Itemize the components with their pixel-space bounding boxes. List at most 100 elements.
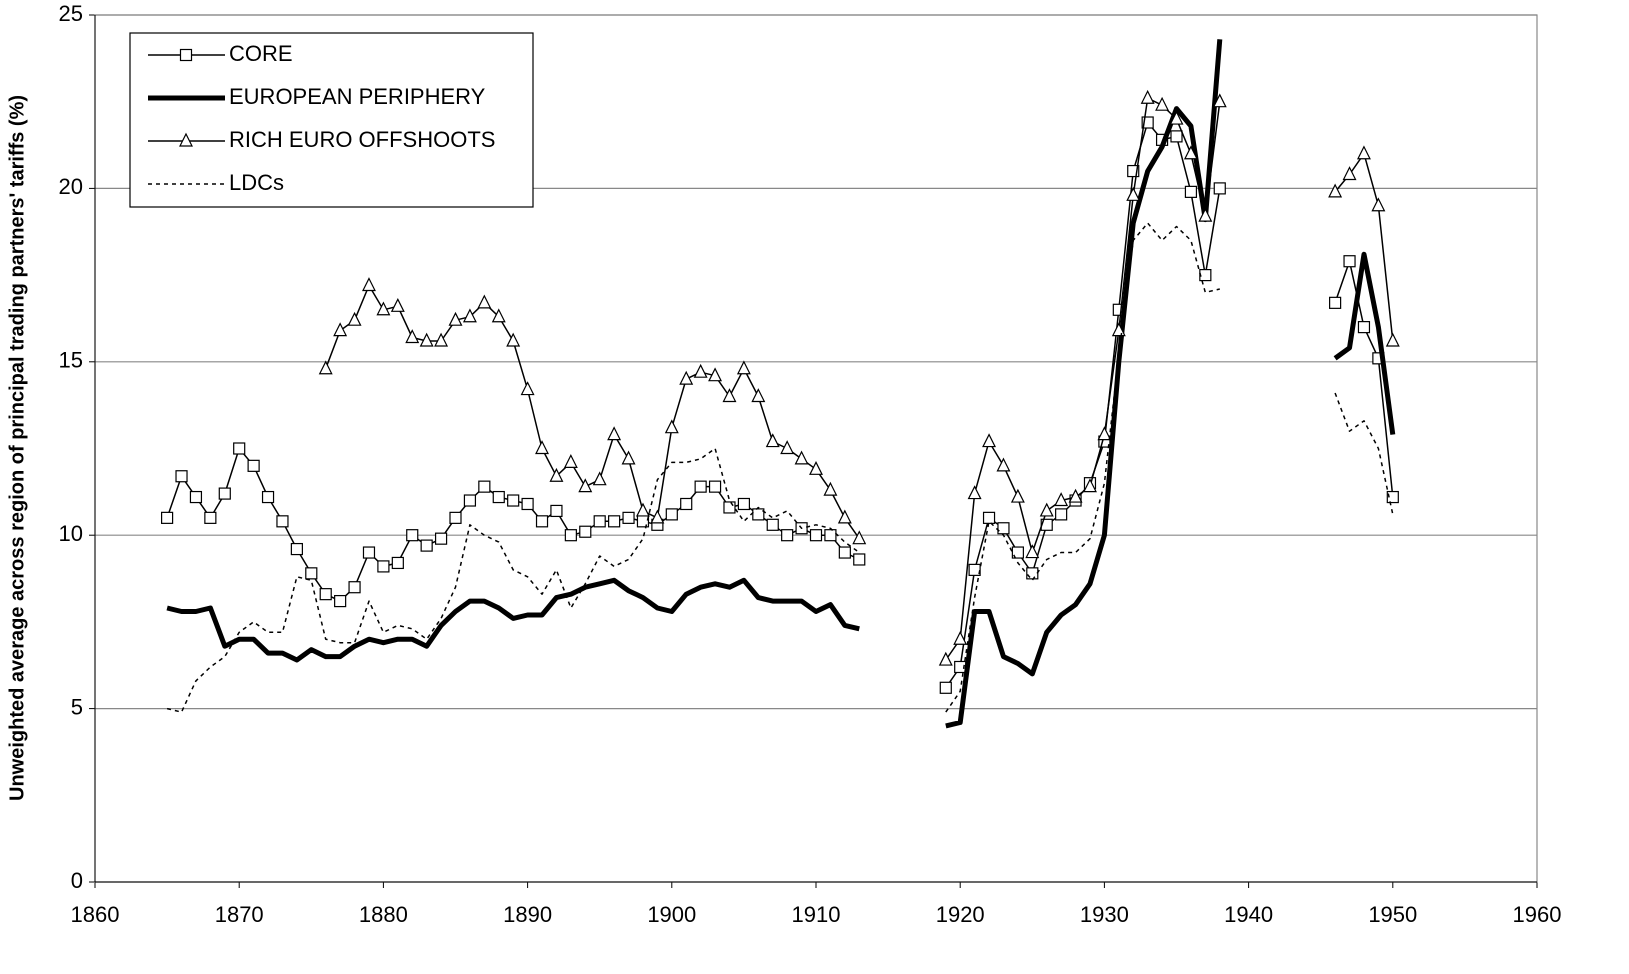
data-point <box>1170 130 1183 143</box>
data-point <box>305 567 318 580</box>
data-point <box>1385 332 1400 347</box>
legend-label: LDCs <box>229 170 284 195</box>
data-point <box>781 529 794 542</box>
data-point <box>419 332 434 347</box>
data-point <box>506 332 521 347</box>
data-point <box>175 470 188 483</box>
data-point <box>434 532 448 545</box>
data-point <box>765 433 780 448</box>
data-point <box>491 308 506 323</box>
data-point <box>752 508 765 521</box>
data-point <box>564 529 577 542</box>
data-point <box>751 388 766 403</box>
data-point <box>390 297 405 312</box>
data-point <box>953 630 968 645</box>
y-tick-label: 20 <box>59 174 83 199</box>
data-point <box>535 515 549 528</box>
data-point <box>680 497 693 511</box>
data-point <box>939 681 952 694</box>
data-point <box>347 311 362 326</box>
legend-label: RICH EURO OFFSHOOTS <box>229 127 495 152</box>
data-point <box>549 467 564 482</box>
data-point <box>1356 145 1371 160</box>
x-tick-label: 1900 <box>647 902 696 927</box>
data-point <box>650 509 665 524</box>
data-point <box>1329 296 1342 309</box>
legend-marker <box>179 48 193 62</box>
data-point <box>766 518 779 531</box>
data-point <box>1054 492 1069 507</box>
data-point <box>161 511 174 524</box>
data-point <box>1111 322 1126 337</box>
data-point <box>550 504 563 518</box>
data-point <box>1055 508 1068 521</box>
y-axis-label: Unweighted average across region of prin… <box>6 95 28 801</box>
x-tick-label: 1860 <box>71 902 120 927</box>
data-point <box>1010 488 1025 503</box>
data-point <box>507 494 520 507</box>
data-point <box>1083 478 1097 493</box>
data-point <box>276 515 289 528</box>
data-point <box>708 480 722 493</box>
data-point <box>391 556 404 570</box>
data-point <box>608 515 621 528</box>
y-tick-label: 10 <box>59 521 83 546</box>
data-point <box>420 539 433 552</box>
data-point <box>997 522 1010 535</box>
data-point <box>1126 186 1141 201</box>
x-tick-label: 1880 <box>359 902 408 927</box>
data-point <box>722 388 737 403</box>
data-point <box>723 501 736 514</box>
data-point <box>319 588 332 601</box>
data-point <box>1328 183 1343 198</box>
data-point <box>477 294 492 309</box>
data-point <box>593 515 606 528</box>
data-point <box>492 490 505 504</box>
data-point <box>478 480 491 493</box>
series-line <box>166 222 1394 713</box>
data-point <box>189 490 203 504</box>
legend-label: EUROPEAN PERIPHERY <box>229 84 486 109</box>
data-point <box>1184 185 1198 198</box>
data-point <box>708 367 723 382</box>
data-point <box>780 440 795 455</box>
data-point <box>1039 502 1054 517</box>
x-tick-label: 1940 <box>1224 902 1273 927</box>
data-point <box>982 511 996 524</box>
data-point <box>838 546 851 559</box>
series-line <box>166 39 1396 729</box>
data-point <box>968 563 981 576</box>
data-point <box>1371 197 1386 212</box>
x-tick-label: 1890 <box>503 902 552 927</box>
legend-marker <box>179 132 193 147</box>
x-tick-label: 1910 <box>792 902 841 927</box>
data-point <box>1127 164 1140 178</box>
legend-box <box>129 32 534 208</box>
data-point <box>665 508 678 521</box>
data-point <box>362 277 376 292</box>
data-point <box>1343 255 1356 268</box>
data-point <box>1199 269 1212 282</box>
data-point <box>1011 546 1024 559</box>
data-point <box>1213 182 1226 195</box>
data-point <box>563 454 578 468</box>
data-point <box>521 497 534 511</box>
data-point <box>853 553 866 566</box>
data-point <box>1140 89 1155 104</box>
data-point <box>218 487 231 500</box>
data-point <box>462 308 477 323</box>
data-point <box>463 494 477 507</box>
data-point <box>621 450 636 465</box>
data-point <box>693 363 708 378</box>
data-point <box>233 442 246 455</box>
data-point <box>852 530 867 545</box>
data-point <box>434 332 449 347</box>
data-point <box>607 426 622 441</box>
data-point <box>996 457 1011 472</box>
data-point <box>1342 166 1357 181</box>
data-point <box>247 459 260 472</box>
data-point <box>1169 110 1184 125</box>
y-tick-label: 0 <box>71 868 83 893</box>
data-point <box>967 485 982 500</box>
